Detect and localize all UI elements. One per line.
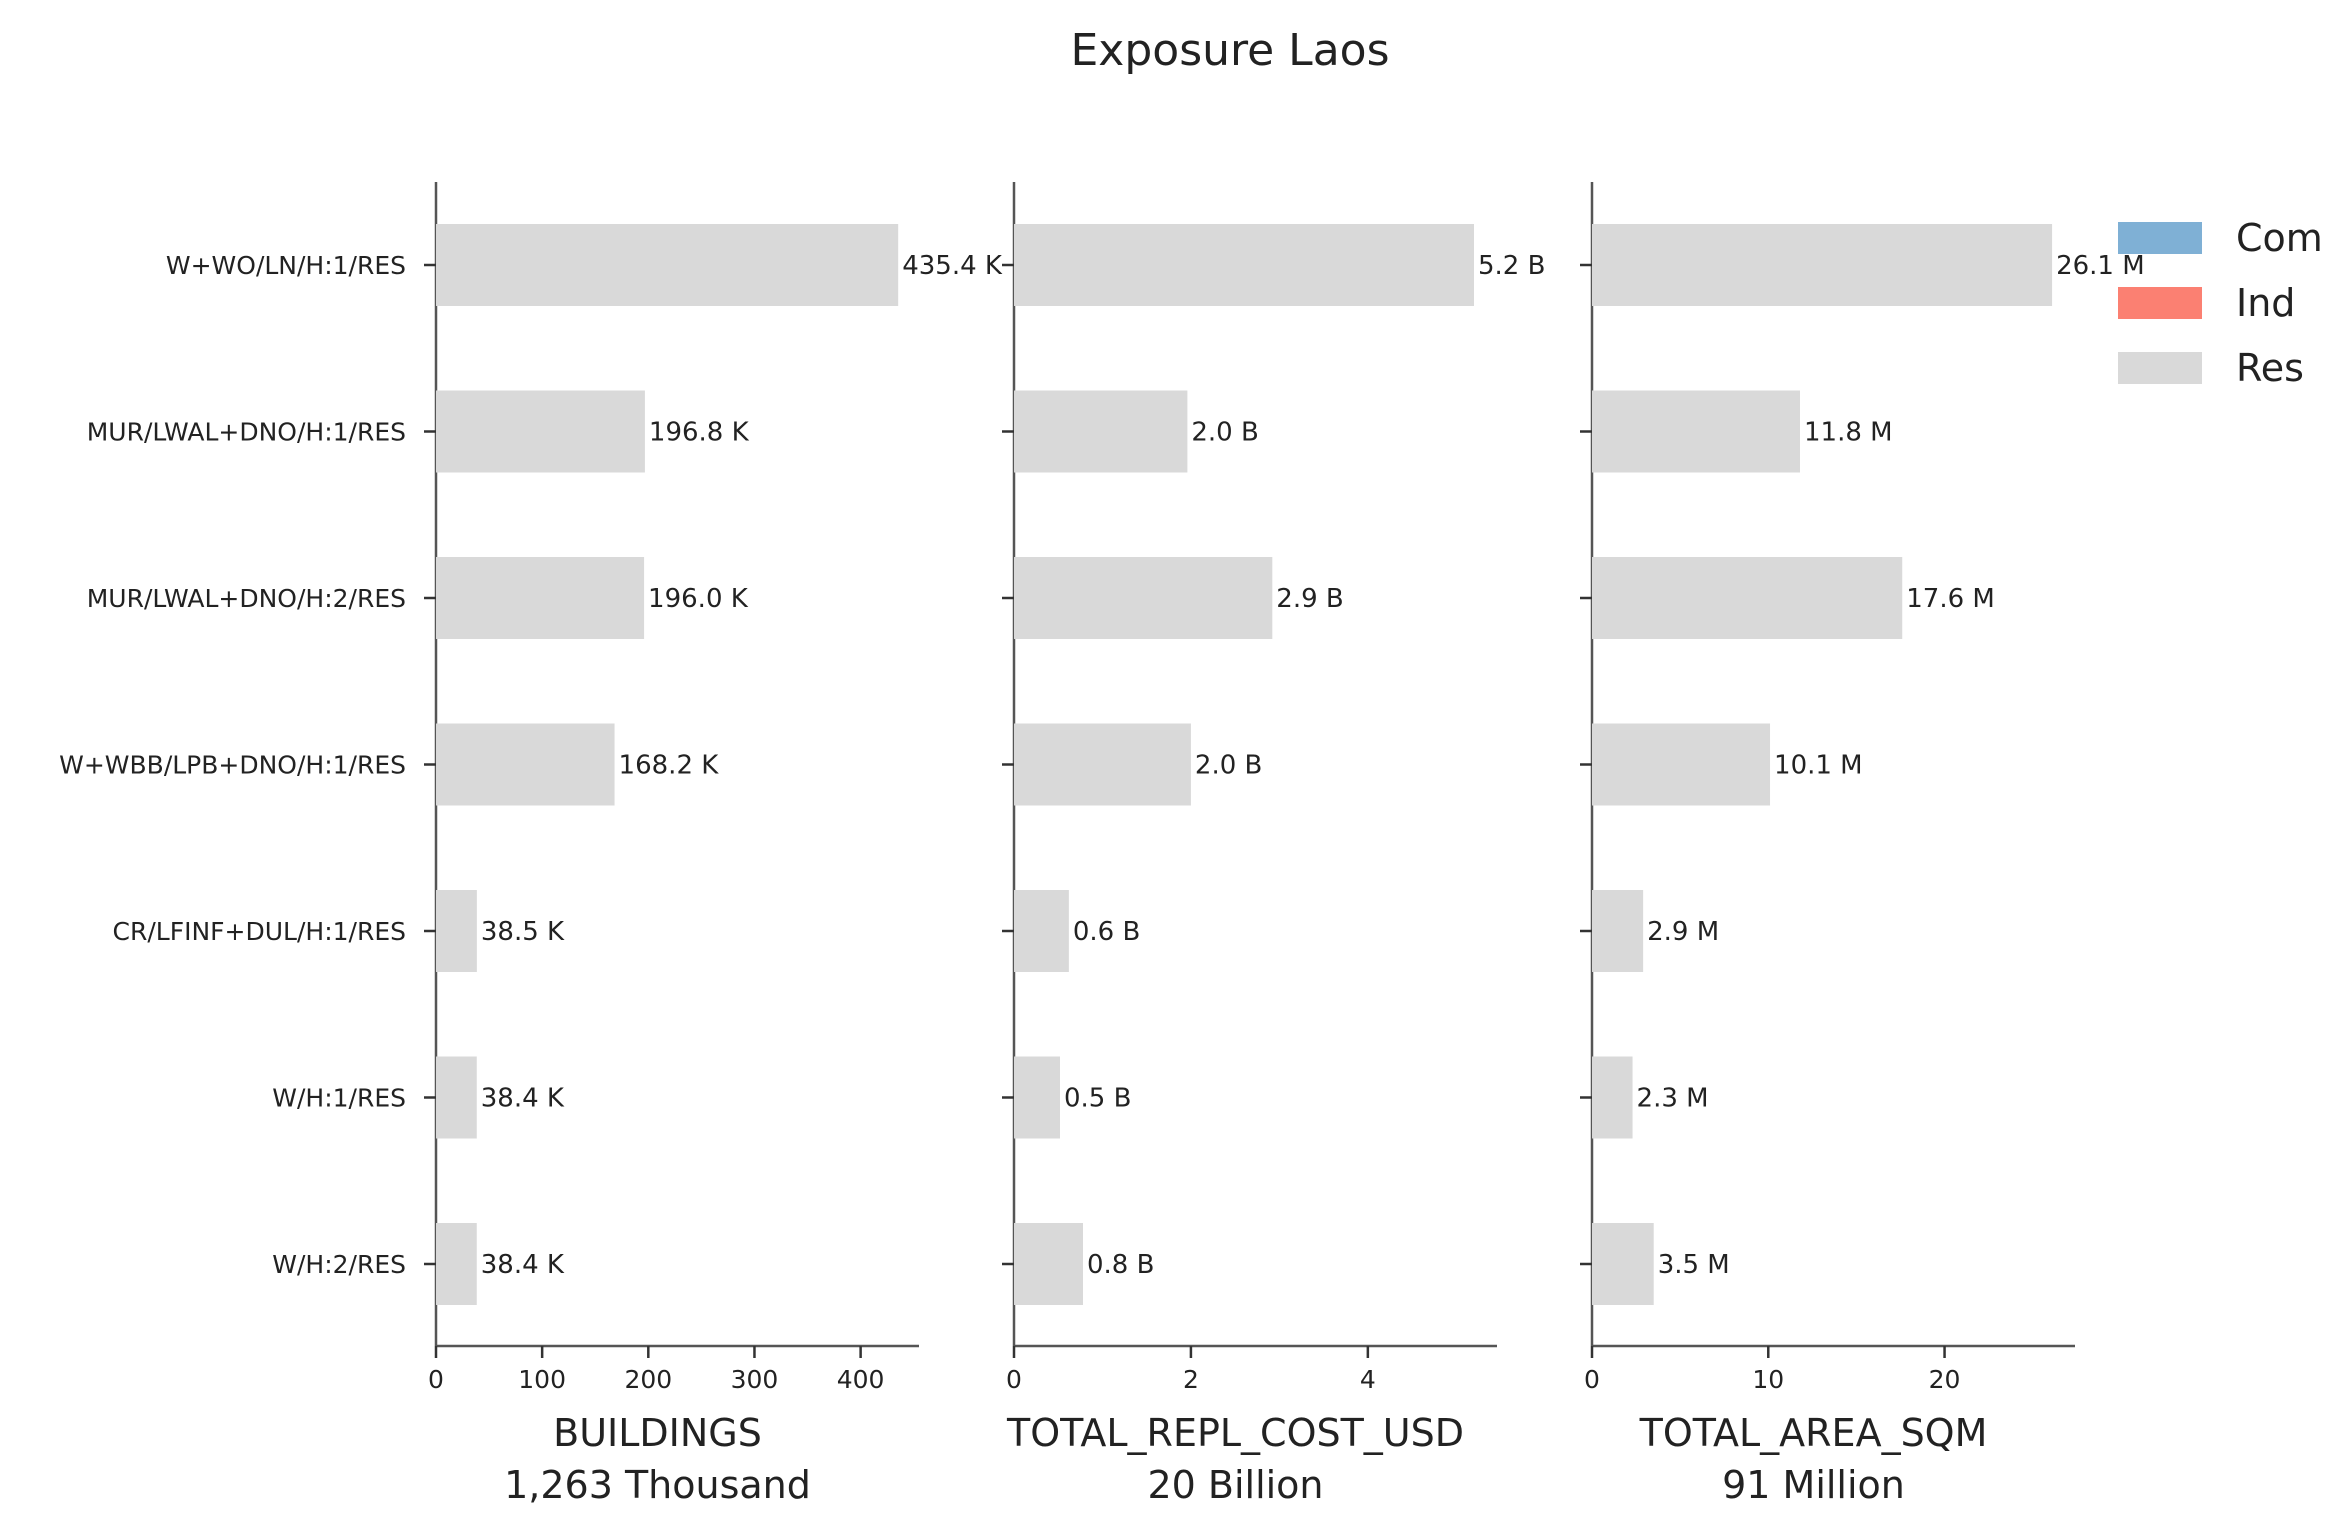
legend-swatch-com — [2118, 222, 2202, 254]
category-label: MUR/LWAL+DNO/H:2/RES — [87, 584, 406, 613]
panel-1: 435.4 K W+WO/LN/H:1/RES 196.8 K MUR/LWAL+DN… — [59, 182, 1003, 1507]
x-axis-total: 20 Billion — [1147, 1463, 1323, 1507]
bar-value-label: 196.8 K — [649, 418, 750, 448]
bar-res — [436, 1223, 477, 1305]
bar-value-label: 17.6 M — [1906, 584, 1995, 614]
legend-label-com: Com — [2236, 216, 2323, 260]
x-tick-label: 0 — [1584, 1365, 1600, 1394]
bar-value-label: 5.2 B — [1478, 251, 1545, 281]
bar-res — [1014, 1223, 1083, 1305]
bar-value-label: 2.9 B — [1276, 584, 1343, 614]
x-tick-label: 2 — [1183, 1365, 1199, 1394]
bar-res — [436, 890, 477, 972]
x-tick-label: 400 — [837, 1365, 885, 1394]
x-tick-label: 0 — [1006, 1365, 1022, 1394]
bar-res — [1014, 890, 1069, 972]
x-tick-label: 4 — [1360, 1365, 1376, 1394]
bar-value-label: 10.1 M — [1774, 751, 1863, 781]
legend-swatch-ind — [2118, 287, 2202, 319]
bar-res — [1592, 224, 2053, 306]
bar-value-label: 26.1 M — [2056, 251, 2145, 281]
bar-res — [436, 1056, 477, 1139]
bar-value-label: 38.4 K — [481, 1250, 565, 1280]
bar-value-label: 2.0 B — [1191, 418, 1258, 448]
bar-res — [1592, 890, 1644, 972]
bar-res — [1592, 1056, 1633, 1139]
legend-swatch-res — [2118, 352, 2202, 384]
bar-value-label: 168.2 K — [619, 751, 720, 781]
bar-value-label: 0.5 B — [1064, 1084, 1131, 1114]
bar-res — [1014, 1056, 1060, 1139]
x-tick-label: 100 — [518, 1365, 566, 1394]
bar-value-label: 2.9 M — [1647, 917, 1719, 947]
bar-value-label: 0.8 B — [1087, 1250, 1154, 1280]
bar-value-label: 196.0 K — [648, 584, 749, 614]
x-tick-label: 200 — [624, 1365, 672, 1394]
category-label: W/H:1/RES — [272, 1084, 406, 1113]
bar-value-label: 38.4 K — [481, 1084, 565, 1114]
x-tick-label: 10 — [1752, 1365, 1784, 1394]
bar-value-label: 11.8 M — [1804, 418, 1893, 448]
bar-res — [1592, 390, 1801, 473]
bar-res — [436, 723, 615, 806]
x-axis-total: 91 Million — [1722, 1463, 1905, 1507]
bar-res — [436, 557, 645, 639]
chart-title: Exposure Laos — [1071, 25, 1390, 76]
legend: Com Ind Res — [2118, 216, 2323, 390]
bar-value-label: 38.5 K — [481, 917, 565, 947]
bar-res — [1014, 224, 1474, 306]
x-axis-total: 1,263 Thousand — [504, 1463, 811, 1507]
legend-label-ind: Ind — [2236, 281, 2295, 325]
bar-value-label: 2.0 B — [1195, 751, 1262, 781]
panel-3: 26.1 M 11.8 M 17.6 M 10.1 M 2.9 M 2.3 M 3.5 M 0… — [1580, 182, 2145, 1507]
bar-value-label: 435.4 K — [902, 251, 1003, 281]
category-label: W+WBB/LPB+DNO/H:1/RES — [59, 751, 406, 780]
x-axis-title: TOTAL_REPL_COST_USD — [1006, 1411, 1464, 1455]
bar-value-label: 0.6 B — [1073, 917, 1140, 947]
bar-res — [1014, 557, 1273, 639]
bar-res — [1592, 723, 1771, 806]
category-label: W/H:2/RES — [272, 1250, 406, 1279]
bar-res — [436, 224, 899, 306]
legend-label-res: Res — [2236, 346, 2304, 390]
bar-value-label: 3.5 M — [1658, 1250, 1730, 1280]
bar-res — [1592, 557, 1903, 639]
x-tick-label: 300 — [731, 1365, 779, 1394]
bar-res — [1592, 1223, 1654, 1305]
category-label: CR/LFINF+DUL/H:1/RES — [113, 917, 406, 946]
bar-value-label: 2.3 M — [1637, 1084, 1709, 1114]
bar-res — [436, 390, 645, 473]
bar-res — [1014, 723, 1191, 806]
bar-res — [1014, 390, 1188, 473]
category-label: W+WO/LN/H:1/RES — [166, 251, 406, 280]
category-label: MUR/LWAL+DNO/H:1/RES — [87, 418, 406, 447]
panel-2: 5.2 B 2.0 B 2.9 B 2.0 B 0.6 B 0.5 B 0.8 B 0 2 4 TO… — [1002, 182, 1545, 1507]
x-axis-title: TOTAL_AREA_SQM — [1639, 1411, 1988, 1455]
panels: 435.4 K W+WO/LN/H:1/RES 196.8 K MUR/LWAL+DN… — [59, 182, 2145, 1507]
x-tick-label: 0 — [428, 1365, 444, 1394]
x-axis-title: BUILDINGS — [553, 1411, 762, 1455]
x-tick-label: 20 — [1929, 1365, 1961, 1394]
